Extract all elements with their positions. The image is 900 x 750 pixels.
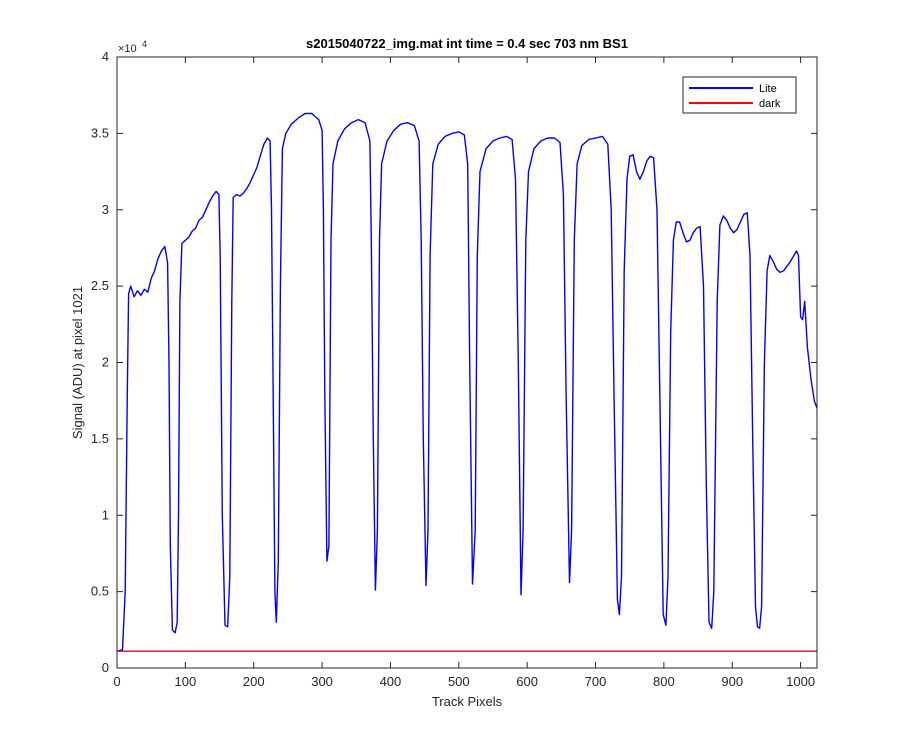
x-tick-label: 400 — [380, 674, 402, 689]
legend-box — [682, 76, 797, 114]
x-tick-label: 600 — [516, 674, 538, 689]
y-tick-label: 2 — [102, 355, 109, 370]
series-line-lite — [116, 112, 818, 652]
y-axis-ticks: 0 0.5 1 1.5 2 2.5 3 3.5 4 — [91, 49, 817, 675]
x-tick-label: 300 — [311, 674, 333, 689]
x-axis-ticks: 0 100 200 300 400 500 600 700 800 900 1000 — [113, 57, 815, 689]
y-tick-label: 4 — [102, 49, 109, 64]
y-axis-label: Signal (ADU) at pixel 1021 — [70, 286, 85, 439]
chart-title: s2015040722_img.mat int time = 0.4 sec 7… — [306, 36, 628, 51]
y-tick-label: 3.5 — [91, 125, 109, 140]
x-tick-label: 500 — [448, 674, 470, 689]
y-tick-label: 0 — [102, 660, 109, 675]
x-tick-label: 200 — [243, 674, 265, 689]
legend-entry-lite: Lite — [759, 83, 777, 95]
legend-entry-dark: dark — [759, 98, 781, 110]
x-tick-label: 0 — [113, 674, 120, 689]
y-tick-label: 0.5 — [91, 584, 109, 599]
x-tick-label: 800 — [653, 674, 675, 689]
axes-background — [117, 57, 817, 668]
plot-lines — [116, 112, 818, 652]
x-tick-label: 100 — [175, 674, 197, 689]
y-exponent-power: 4 — [142, 39, 147, 49]
y-tick-label: 3 — [102, 202, 109, 217]
y-tick-label: 1.5 — [91, 431, 109, 446]
x-tick-label: 900 — [721, 674, 743, 689]
y-tick-label: 1 — [102, 507, 109, 522]
x-tick-label: 1000 — [786, 674, 815, 689]
y-exponent-label: ×10 — [118, 43, 137, 55]
legend: Lite dark — [682, 76, 797, 114]
y-tick-label: 2.5 — [91, 278, 109, 293]
x-axis-label: Track Pixels — [432, 694, 503, 709]
x-tick-label: 700 — [585, 674, 607, 689]
